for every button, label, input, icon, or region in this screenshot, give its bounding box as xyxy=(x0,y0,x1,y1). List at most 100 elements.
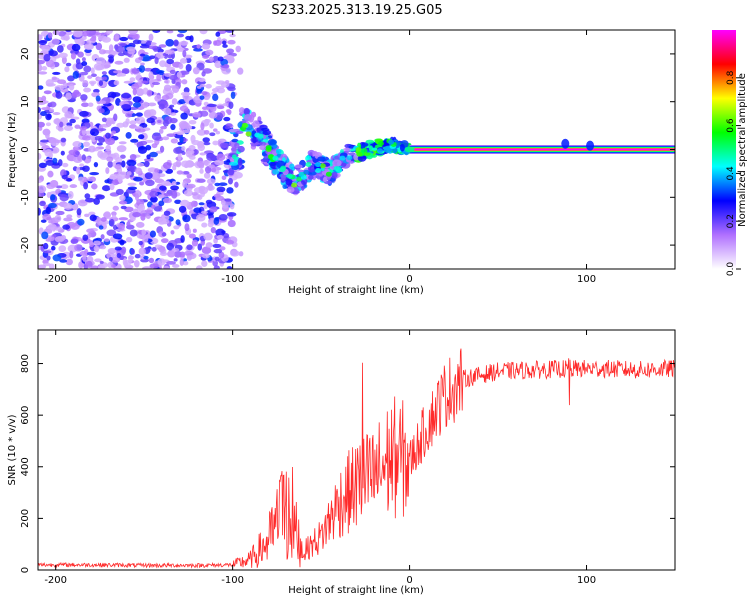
spectrogram-cell xyxy=(234,181,239,188)
spectrogram-xtick-label: -200 xyxy=(44,274,67,285)
spectrogram-cell xyxy=(99,100,107,105)
spectrogram-cell xyxy=(50,146,60,154)
spectrogram-cell xyxy=(98,108,105,114)
spectrogram-cell xyxy=(217,56,224,62)
spectrogram-cell xyxy=(189,162,196,167)
colorbar-label: Normalized spectral amplitude xyxy=(737,73,748,227)
spectrogram-cell xyxy=(111,211,117,216)
spectrogram-cell xyxy=(46,255,51,261)
snr-ylabel: SNR (10 * v/v) xyxy=(7,414,18,485)
spectrogram-cell xyxy=(82,165,90,172)
spectrogram-cell xyxy=(209,122,214,129)
spectrogram-cell xyxy=(198,202,205,206)
spectrogram-cell xyxy=(325,171,332,177)
spectrogram-cell xyxy=(52,254,62,262)
spectrogram-cell xyxy=(305,162,312,168)
spectrogram-cell xyxy=(216,105,225,110)
spectrogram-cell xyxy=(169,112,177,116)
spectrogram-cell xyxy=(72,71,79,79)
spectrogram-cell xyxy=(203,232,213,241)
spectrogram-cell xyxy=(143,110,152,119)
spectrogram-cell xyxy=(62,224,71,230)
spectrogram-cell xyxy=(149,263,159,269)
spectrogram-cell xyxy=(136,128,146,133)
spectrogram-cell xyxy=(135,167,143,175)
spectrogram-cell xyxy=(205,199,213,205)
spectrogram-cell xyxy=(170,185,179,191)
spectrogram-cell xyxy=(114,164,122,170)
spectrogram-cell xyxy=(186,255,192,261)
spectrogram-cell xyxy=(229,33,236,38)
spectrogram-cell xyxy=(70,52,77,60)
spectrogram-cell xyxy=(104,179,110,184)
spectrogram-cell xyxy=(106,156,114,162)
spectrogram-cell xyxy=(206,103,217,108)
spectrogram-cell xyxy=(165,168,174,174)
spectrogram-cell xyxy=(41,66,48,71)
spectrogram-cell xyxy=(38,185,47,194)
spectrogram-cell xyxy=(129,120,137,126)
spectrogram-cell xyxy=(275,148,282,155)
spectrogram-cell xyxy=(192,67,200,75)
figure-title: S233.2025.313.19.25.G05 xyxy=(271,3,442,18)
spectrogram-cell xyxy=(38,152,42,160)
spectrogram-cell xyxy=(243,107,250,116)
spectrogram-cell xyxy=(48,202,57,209)
spectrogram-cell xyxy=(170,230,175,235)
spectrogram-cell xyxy=(64,66,70,73)
spectrogram-cell xyxy=(76,208,82,216)
spectrogram-cell xyxy=(100,234,105,240)
spectrogram-cell xyxy=(136,162,145,167)
spectrogram-cell xyxy=(83,65,92,73)
spectrogram-cell xyxy=(151,81,161,86)
spectrogram-cell xyxy=(176,71,182,78)
spectrogram-cell xyxy=(182,214,191,223)
spectrogram-cell xyxy=(183,87,190,94)
spectrogram-cell xyxy=(163,265,170,269)
spectrogram-cell xyxy=(40,219,47,223)
spectrogram-ytick-label: 0 xyxy=(20,146,31,152)
spectrogram-cell xyxy=(178,120,189,129)
spectrogram-cell xyxy=(165,39,175,47)
spectrogram-cell xyxy=(166,242,175,251)
spectrogram-cell xyxy=(227,39,236,45)
spectrogram-cell xyxy=(199,83,206,88)
spectrogram-cell xyxy=(119,194,126,202)
spectrogram-cell xyxy=(134,253,141,259)
spectrogram-cell xyxy=(171,247,180,252)
spectrogram-cell xyxy=(138,134,145,140)
spectrogram-cell xyxy=(95,64,105,71)
spectrogram-cell xyxy=(69,184,78,189)
spectrogram-cell xyxy=(74,124,81,129)
spectrogram-cell xyxy=(204,166,212,174)
spectrogram-cell xyxy=(127,110,134,115)
spectrogram-cell xyxy=(112,70,123,74)
spectrogram-cell xyxy=(157,119,162,123)
spectrogram-cell xyxy=(113,113,118,122)
snr-xlabel: Height of straight line (km) xyxy=(288,585,424,596)
spectrogram-cell xyxy=(368,145,374,152)
spectrogram-cell xyxy=(138,56,144,61)
spectrogram-cell xyxy=(214,159,225,166)
spectrogram-cell xyxy=(133,176,143,182)
spectrogram-cell xyxy=(177,30,188,34)
spectrogram-cell xyxy=(339,155,346,161)
spectrogram-cell xyxy=(125,173,130,180)
spectrogram-cell xyxy=(201,43,211,50)
spectrogram-cell xyxy=(118,200,128,205)
spectrogram-cell xyxy=(41,45,51,52)
spectrogram-cell xyxy=(143,255,149,260)
colorbar-bar xyxy=(712,30,736,269)
spectrogram-cell xyxy=(158,200,165,207)
spectrogram-cell xyxy=(82,254,87,262)
spectrogram-cell xyxy=(130,216,136,222)
spectrogram-cell xyxy=(38,121,45,128)
spectrogram-cell xyxy=(184,223,190,232)
spectrogram-cell xyxy=(50,194,56,201)
spectrogram-ytick-label: -10 xyxy=(20,189,31,205)
spectrogram-cell xyxy=(144,209,153,213)
spectrogram-cell xyxy=(210,226,217,234)
spectrogram-cell xyxy=(164,80,169,84)
